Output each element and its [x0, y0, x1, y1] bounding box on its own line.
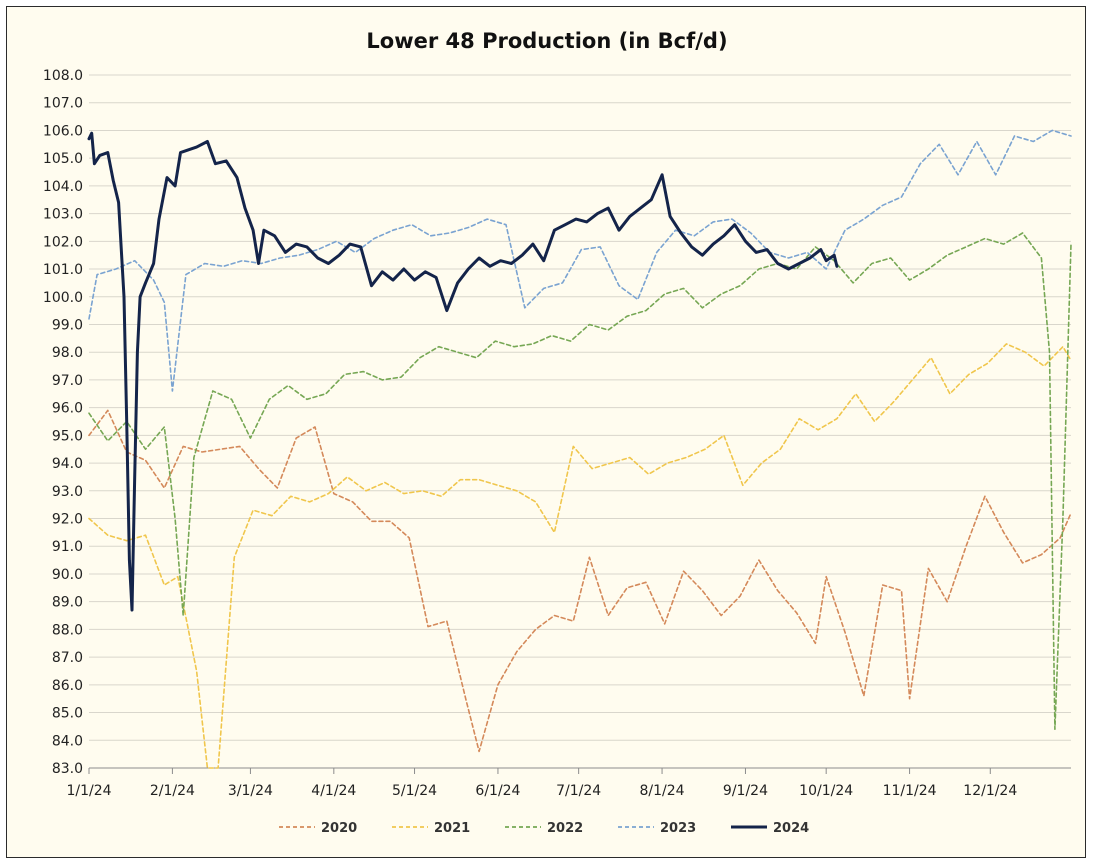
series-line-2024	[87, 131, 839, 612]
x-tick-label: 9/1/24	[723, 783, 768, 799]
y-tick-label: 102.0	[43, 234, 83, 250]
x-tick-label: 4/1/24	[311, 783, 356, 799]
y-tick-label: 107.0	[43, 96, 83, 112]
x-axis: 1/1/24 2/1/24 3/1/24 4/1/24 5/1/24 6/1/24 7/1/…	[66, 767, 1071, 799]
legend-label: 2023	[660, 821, 696, 836]
x-tick-label: 1/1/24	[66, 783, 111, 799]
y-tick-label: 101.0	[43, 262, 83, 278]
series-line-2021	[88, 343, 1072, 769]
y-tick-label: 87.0	[52, 650, 83, 666]
grid-lines	[89, 74, 1071, 769]
y-tick-label: 94.0	[52, 456, 83, 472]
y-tick-label: 93.0	[52, 484, 83, 500]
x-tick-label: 3/1/24	[228, 783, 273, 799]
y-tick-label: 99.0	[52, 317, 83, 333]
y-tick-label: 100.0	[43, 290, 83, 306]
y-tick-label: 104.0	[43, 179, 83, 195]
y-axis: 83.0 84.0 85.0 86.0 87.0 88.0 89.0 90.0 91.0 92.0…	[43, 68, 83, 777]
y-tick-label: 88.0	[52, 622, 83, 638]
y-tick-label: 96.0	[52, 401, 83, 417]
y-tick-label: 86.0	[52, 678, 83, 694]
y-tick-label: 106.0	[43, 123, 83, 139]
x-tick-label: 5/1/24	[392, 783, 437, 799]
legend-item-2021: 2021	[392, 821, 470, 836]
y-tick-label: 108.0	[43, 68, 83, 84]
legend-item-2020: 2020	[279, 821, 357, 836]
legend-label: 2020	[321, 821, 357, 836]
y-tick-label: 89.0	[52, 595, 83, 611]
y-tick-label: 91.0	[52, 539, 83, 555]
y-tick-label: 103.0	[43, 207, 83, 223]
legend-label: 2024	[773, 821, 809, 836]
chart-frame: Lower 48 Production (in Bcf/d) 83.0 84.0 8…	[6, 6, 1086, 858]
y-tick-label: 105.0	[43, 151, 83, 167]
legend-label: 2021	[434, 821, 470, 836]
y-tick-label: 83.0	[52, 761, 83, 777]
y-tick-label: 95.0	[52, 428, 83, 444]
x-tick-label: 10/1/24	[799, 783, 853, 799]
series-line-2022	[88, 232, 1072, 730]
x-tick-label: 7/1/24	[556, 783, 601, 799]
y-tick-label: 84.0	[52, 733, 83, 749]
x-tick-label: 6/1/24	[475, 783, 520, 799]
y-tick-label: 85.0	[52, 706, 83, 722]
x-tick-label: 8/1/24	[640, 783, 685, 799]
y-tick-label: 97.0	[52, 373, 83, 389]
legend: 2020 2021 2022 2023 2024	[279, 821, 809, 836]
series-line-2020	[88, 409, 1072, 753]
series-lines	[87, 129, 1072, 769]
chart-canvas: 83.0 84.0 85.0 86.0 87.0 88.0 89.0 90.0 91.0 92.0…	[43, 68, 1072, 836]
x-tick-label: 2/1/24	[150, 783, 195, 799]
legend-item-2024: 2024	[731, 821, 809, 836]
y-tick-label: 92.0	[52, 512, 83, 528]
x-tick-label: 12/1/24	[963, 783, 1017, 799]
legend-label: 2022	[547, 821, 583, 836]
legend-item-2022: 2022	[505, 821, 583, 836]
chart-title: Lower 48 Production (in Bcf/d)	[366, 29, 728, 53]
y-tick-label: 90.0	[52, 567, 83, 583]
legend-item-2023: 2023	[618, 821, 696, 836]
series-line-2023	[88, 129, 1072, 392]
y-tick-label: 98.0	[52, 345, 83, 361]
x-tick-label: 11/1/24	[883, 783, 937, 799]
